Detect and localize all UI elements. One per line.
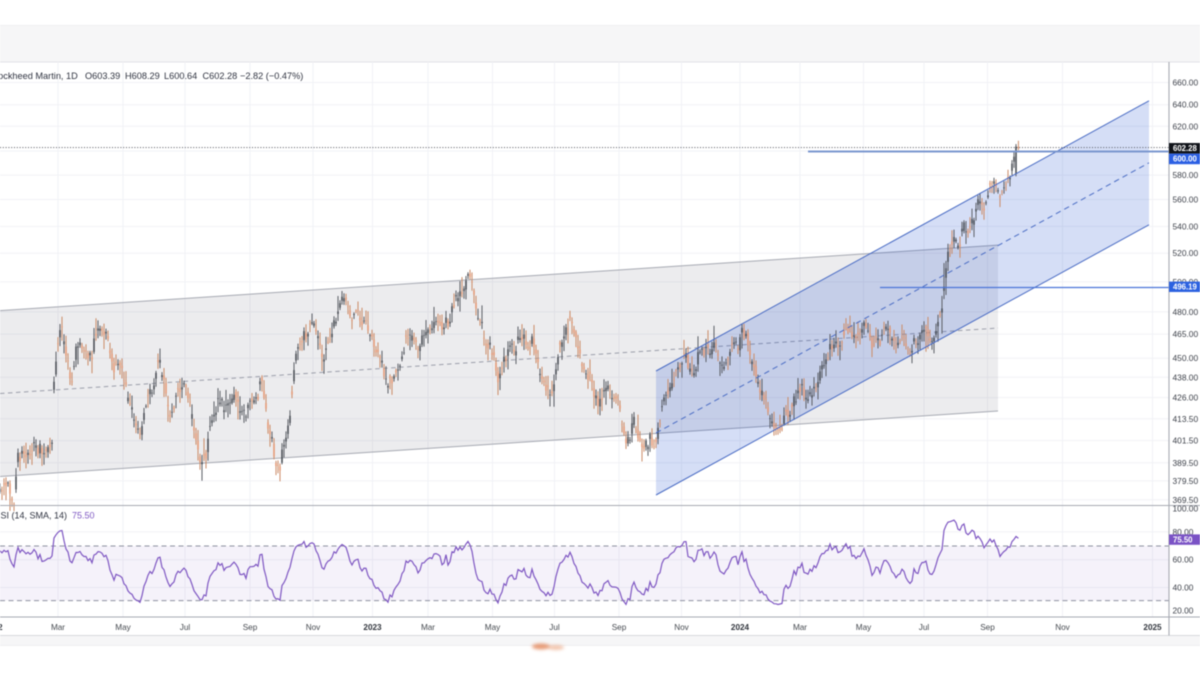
svg-text:580.00: 580.00 <box>1173 170 1199 180</box>
svg-text:Nov: Nov <box>1055 623 1070 632</box>
svg-text:Sep: Sep <box>243 623 258 632</box>
svg-text:660.00: 660.00 <box>1173 78 1199 88</box>
svg-text:60.00: 60.00 <box>1173 555 1194 565</box>
svg-text:−2.82 (−0.47%): −2.82 (−0.47%) <box>240 71 303 81</box>
svg-text:379.50: 379.50 <box>1173 476 1199 486</box>
svg-text:Jul: Jul <box>919 623 930 632</box>
svg-text:389.50: 389.50 <box>1173 458 1199 468</box>
svg-text:2022: 2022 <box>0 623 3 632</box>
svg-text:450.00: 450.00 <box>1173 353 1199 363</box>
svg-text:RSI (14, SMA, 14): RSI (14, SMA, 14) <box>0 511 67 521</box>
svg-text:May: May <box>115 623 131 632</box>
svg-text:Sep: Sep <box>980 623 995 632</box>
svg-text:640.00: 640.00 <box>1173 100 1199 110</box>
svg-text:560.00: 560.00 <box>1173 195 1199 205</box>
svg-text:438.00: 438.00 <box>1173 372 1199 382</box>
svg-text:480.00: 480.00 <box>1173 307 1199 317</box>
svg-text:Jul: Jul <box>180 623 191 632</box>
svg-text:Mar: Mar <box>51 623 65 632</box>
svg-text:Nov: Nov <box>306 623 321 632</box>
svg-text:O603.39: O603.39 <box>85 71 120 81</box>
svg-text:75.50: 75.50 <box>1173 535 1193 544</box>
svg-text:20.00: 20.00 <box>1173 606 1194 616</box>
svg-text:100.00: 100.00 <box>1173 503 1199 513</box>
svg-text:426.00: 426.00 <box>1173 393 1199 403</box>
svg-text:401.50: 401.50 <box>1173 436 1199 446</box>
svg-text:80.00: 80.00 <box>1173 527 1194 537</box>
svg-text:620.00: 620.00 <box>1173 121 1199 131</box>
svg-text:Nov: Nov <box>674 623 689 632</box>
svg-text:Jul: Jul <box>549 623 560 632</box>
svg-text:Mar: Mar <box>421 623 435 632</box>
svg-text:40.00: 40.00 <box>1173 583 1194 593</box>
svg-text:2025: 2025 <box>1143 623 1162 632</box>
svg-text:75.50: 75.50 <box>72 511 95 521</box>
svg-text:602.28: 602.28 <box>1173 144 1198 153</box>
svg-text:Sep: Sep <box>612 623 627 632</box>
svg-text:2023: 2023 <box>363 623 382 632</box>
svg-text:413.50: 413.50 <box>1173 414 1199 424</box>
svg-text:540.00: 540.00 <box>1173 221 1199 231</box>
svg-text:L600.64: L600.64 <box>164 71 197 81</box>
svg-text:May: May <box>856 623 872 632</box>
svg-text:2024: 2024 <box>731 623 750 632</box>
svg-text:C602.28: C602.28 <box>203 71 238 81</box>
svg-text:May: May <box>485 623 501 632</box>
svg-text:600.00: 600.00 <box>1173 155 1198 164</box>
svg-text:465.00: 465.00 <box>1173 329 1199 339</box>
svg-text:496.19: 496.19 <box>1173 283 1198 292</box>
svg-text:H608.29: H608.29 <box>125 71 160 81</box>
svg-text:369.50: 369.50 <box>1173 495 1199 505</box>
svg-text:520.00: 520.00 <box>1173 248 1199 258</box>
svg-text:Lockheed Martin, 1D: Lockheed Martin, 1D <box>0 71 78 81</box>
svg-text:Mar: Mar <box>793 623 807 632</box>
